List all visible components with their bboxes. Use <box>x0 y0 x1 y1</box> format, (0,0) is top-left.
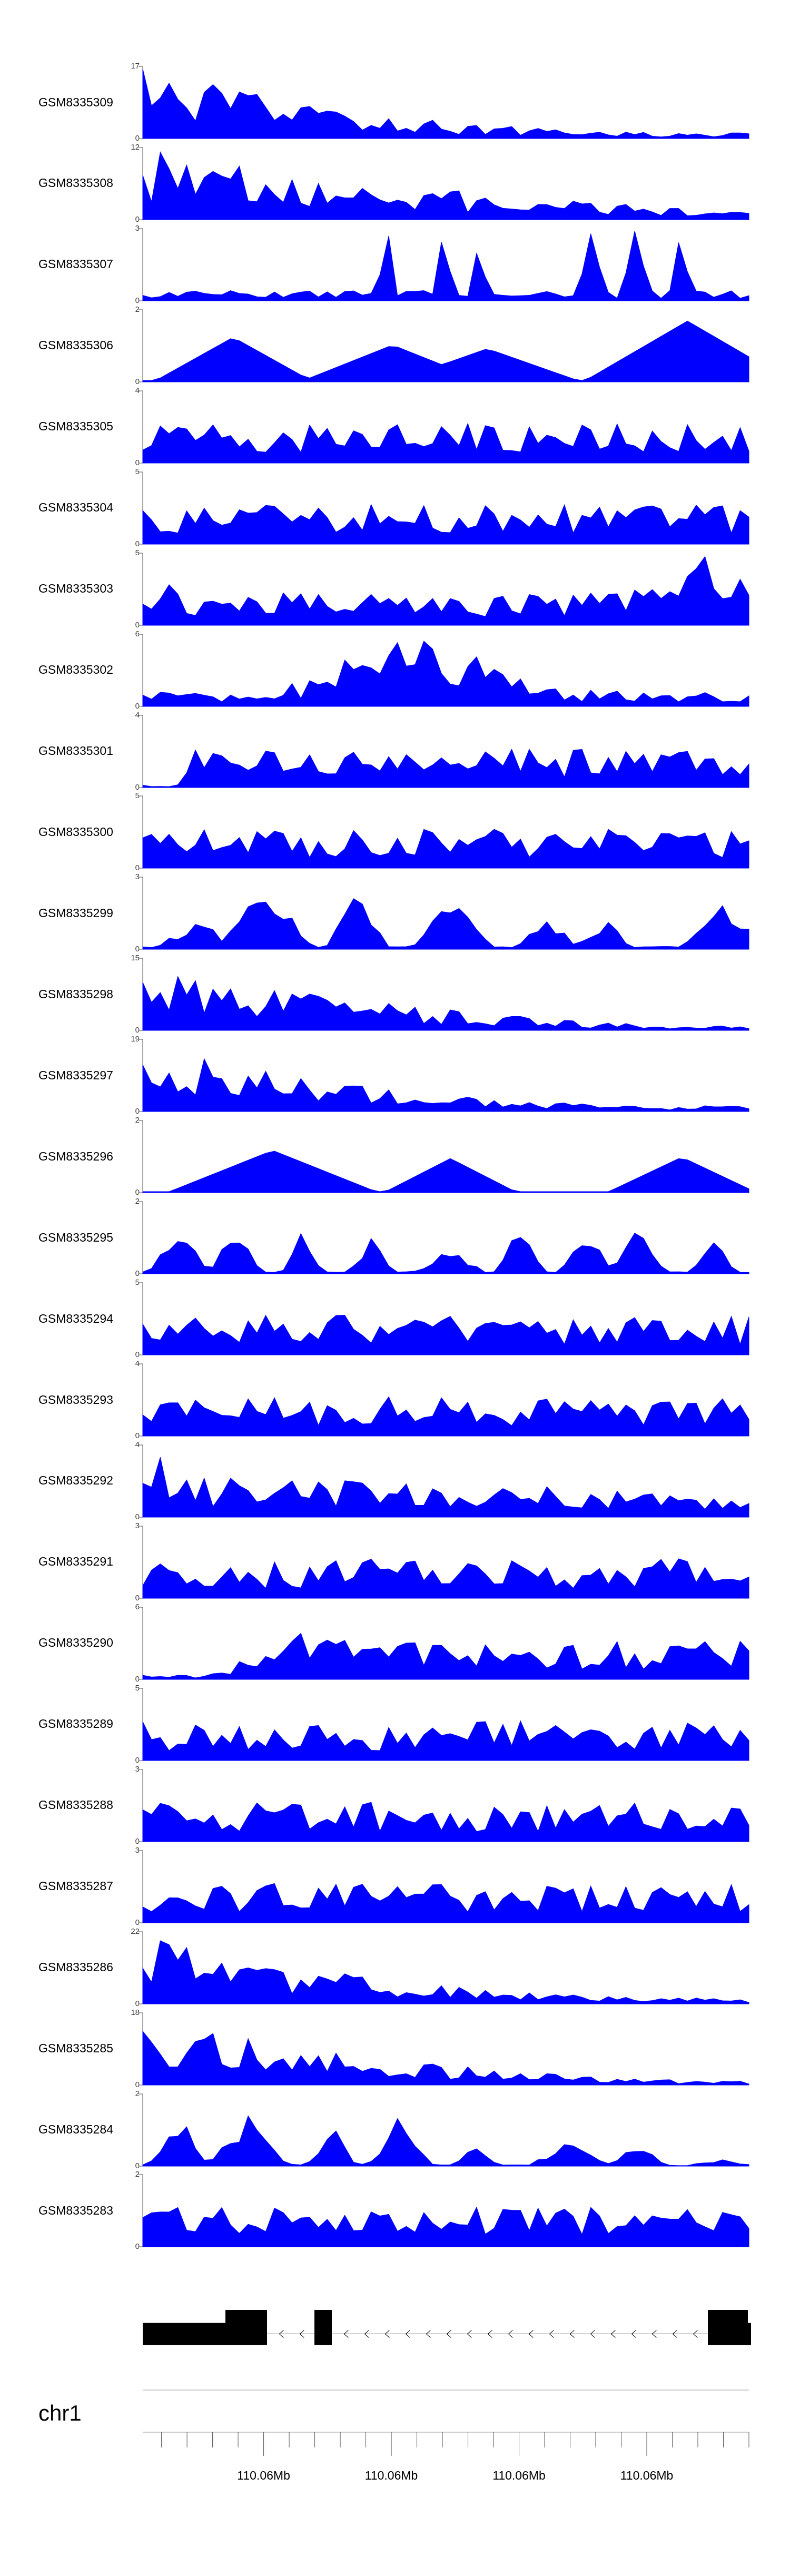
svg-text:110.06Mb: 110.06Mb <box>620 2469 674 2482</box>
svg-text:110.06Mb: 110.06Mb <box>237 2469 290 2482</box>
svg-text:110.06Mb: 110.06Mb <box>365 2469 418 2482</box>
svg-text:110.06Mb: 110.06Mb <box>492 2469 546 2482</box>
